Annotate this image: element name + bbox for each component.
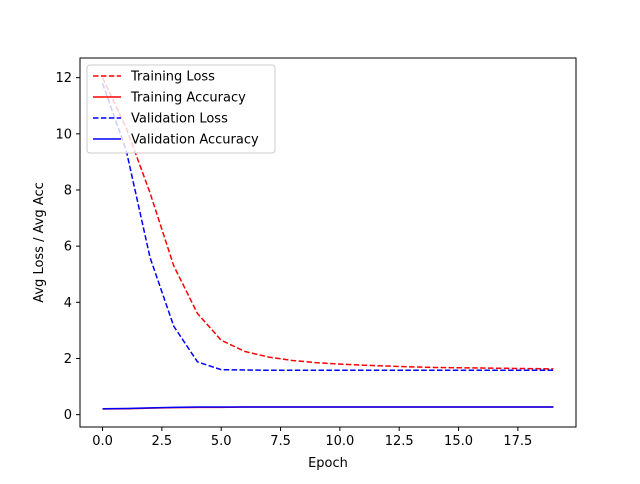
- y-tick-label: 10: [55, 127, 72, 142]
- legend-label-training-accuracy: Training Accuracy: [130, 91, 246, 106]
- y-tick-label: 4: [64, 296, 72, 311]
- x-tick-label: 10.0: [325, 434, 354, 449]
- y-tick-label: 2: [64, 352, 72, 367]
- legend: Training Loss Training Accuracy Validation…: [86, 64, 276, 154]
- x-tick-label: 7.5: [270, 434, 291, 449]
- x-axis-ticks: 0.0 2.5 5.0 7.5 10.0 12.5 15.0 17.5: [92, 427, 532, 449]
- x-tick-label: 2.5: [152, 434, 173, 449]
- series-line-validation-loss: [101, 83, 554, 372]
- x-tick-label: 17.5: [503, 434, 532, 449]
- x-tick-label: 5.0: [211, 434, 232, 449]
- legend-label-validation-accuracy: Validation Accuracy: [131, 133, 259, 148]
- y-tick-label: 0: [64, 408, 72, 423]
- legend-label-validation-loss: Validation Loss: [131, 112, 228, 127]
- x-axis-label: Epoch: [308, 456, 348, 471]
- series-line-validation-accuracy: [102, 406, 554, 410]
- x-tick-label: 15.0: [444, 434, 473, 449]
- series-line-training-loss: [101, 77, 554, 370]
- y-axis-ticks: 0 2 4 6 8 10 12: [55, 71, 80, 423]
- y-tick-label: 6: [64, 240, 72, 255]
- x-tick-label: 0.0: [92, 434, 113, 449]
- y-axis-label: Avg Loss / Avg Acc: [32, 182, 47, 303]
- series-layer: [101, 77, 554, 410]
- legend-box: [86, 64, 276, 154]
- y-tick-label: 8: [64, 183, 72, 198]
- x-tick-label: 12.5: [385, 434, 414, 449]
- legend-label-training-loss: Training Loss: [130, 70, 215, 85]
- plot-frame: [79, 57, 577, 428]
- y-tick-label: 12: [55, 71, 72, 86]
